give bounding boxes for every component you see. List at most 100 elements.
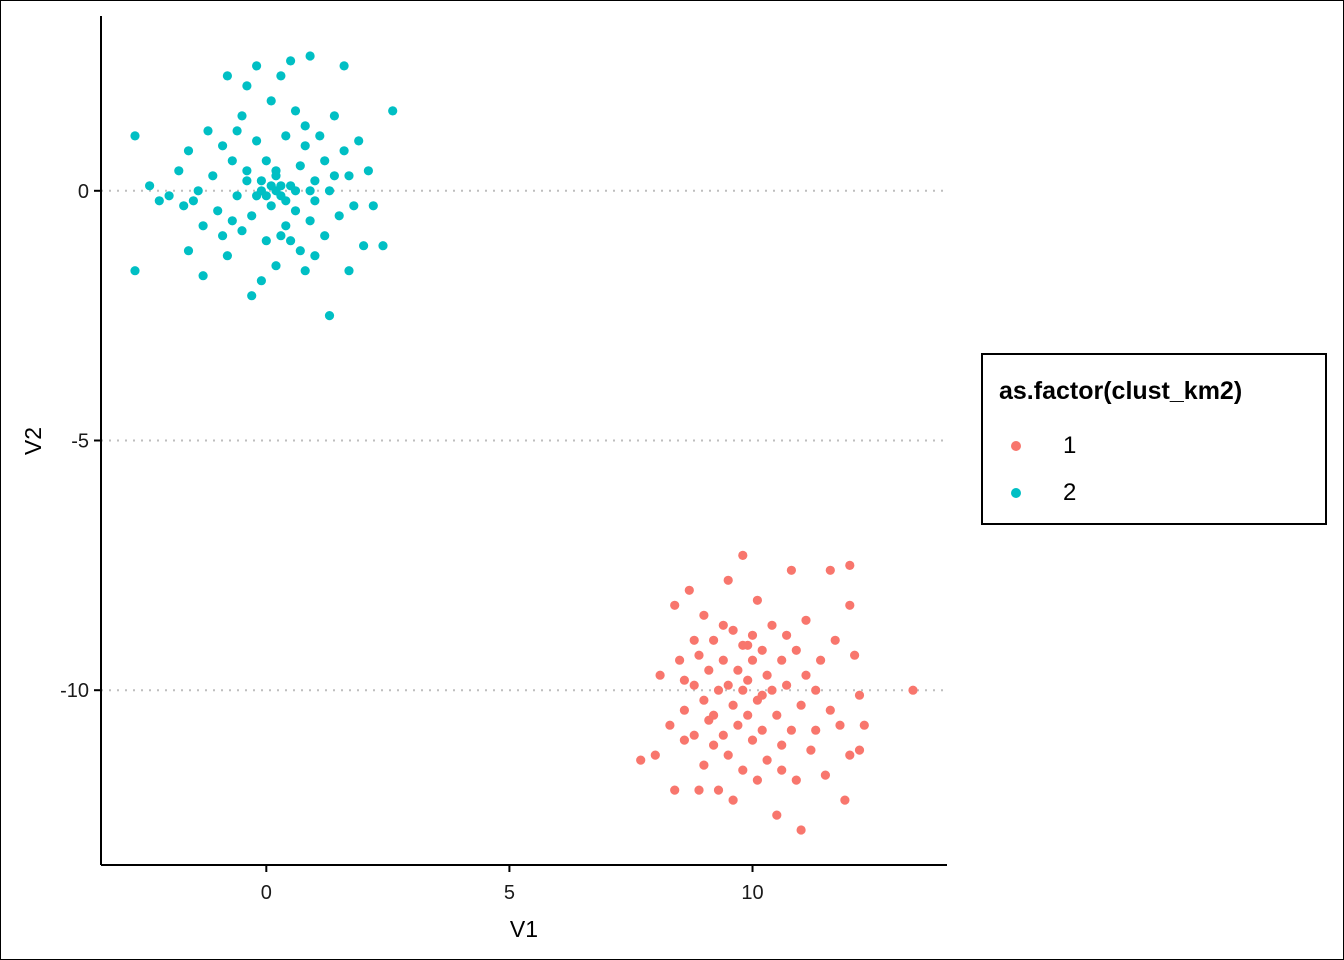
data-point-cluster-2: [295, 161, 305, 171]
data-point-cluster-2: [295, 246, 305, 256]
data-point-cluster-2: [261, 236, 271, 246]
data-point-cluster-2: [203, 126, 213, 136]
data-point-cluster-1: [723, 680, 733, 690]
data-point-cluster-2: [222, 71, 232, 81]
data-point-cluster-2: [242, 176, 252, 186]
data-point-cluster-1: [786, 725, 797, 735]
data-point-cluster-2: [324, 186, 335, 196]
data-point-cluster-2: [271, 261, 281, 271]
data-point-cluster-1: [845, 560, 855, 571]
data-point-cluster-2: [218, 141, 228, 151]
data-point-cluster-2: [320, 231, 330, 241]
data-point-cluster-1: [747, 655, 758, 665]
data-point-cluster-2: [256, 276, 266, 286]
legend-key-dot: [1011, 441, 1021, 451]
data-point-cluster-1: [782, 680, 792, 690]
data-point-cluster-1: [845, 600, 855, 610]
data-point-cluster-2: [339, 146, 349, 156]
data-point-cluster-1: [713, 785, 724, 795]
data-point-cluster-1: [752, 775, 763, 785]
data-point-cluster-1: [825, 705, 835, 715]
data-point-cluster-2: [281, 196, 291, 206]
data-point-cluster-2: [164, 191, 174, 201]
legend-label: 1: [1063, 432, 1077, 459]
data-point-cluster-1: [830, 635, 840, 645]
data-point-cluster-1: [718, 730, 728, 740]
data-point-cluster-2: [290, 206, 301, 216]
data-point-cluster-2: [174, 166, 184, 176]
data-point-cluster-2: [256, 176, 266, 186]
data-point-cluster-2: [237, 111, 247, 121]
data-point-cluster-2: [324, 311, 335, 321]
data-point-cluster-2: [252, 136, 262, 146]
data-point-cluster-1: [767, 620, 777, 630]
data-point-cluster-2: [305, 51, 315, 61]
data-point-cluster-2: [188, 196, 198, 206]
data-point-cluster-1: [743, 675, 753, 685]
data-point-cluster-2: [368, 201, 378, 211]
data-point-cluster-1: [796, 825, 806, 835]
data-point-cluster-2: [252, 191, 262, 201]
data-point-cluster-1: [733, 665, 743, 675]
data-point-cluster-1: [636, 755, 646, 765]
data-point-cluster-1: [859, 720, 869, 730]
data-point-cluster-1: [757, 645, 767, 655]
data-point-cluster-1: [825, 565, 835, 575]
data-point-cluster-1: [670, 600, 680, 610]
x-tick-label: 10: [741, 882, 763, 904]
data-point-cluster-2: [281, 131, 291, 141]
data-point-cluster-1: [718, 620, 728, 630]
data-point-cluster-2: [266, 201, 276, 211]
data-point-cluster-1: [709, 710, 719, 720]
data-point-cluster-1: [689, 635, 699, 645]
data-point-cluster-1: [777, 765, 787, 775]
data-point-cluster-1: [684, 585, 694, 595]
y-tick-label: -5: [71, 431, 89, 453]
data-point-cluster-2: [300, 121, 310, 131]
data-point-cluster-1: [650, 750, 660, 760]
data-point-cluster-2: [242, 81, 252, 91]
data-point-cluster-2: [271, 166, 281, 176]
data-point-cluster-2: [247, 291, 257, 301]
data-point-cluster-1: [811, 725, 821, 735]
data-point-cluster-2: [232, 126, 242, 136]
data-point-cluster-2: [227, 156, 237, 166]
data-point-cluster-1: [767, 685, 777, 695]
data-point-cluster-1: [840, 795, 850, 805]
data-point-cluster-1: [675, 655, 685, 665]
data-point-cluster-2: [276, 71, 286, 81]
gridlines: [101, 189, 947, 692]
data-point-cluster-1: [777, 740, 787, 750]
x-tick-label: 5: [504, 882, 515, 904]
x-axis-ticks: 0 5 10: [261, 865, 764, 904]
legend-item-2: 2: [1011, 478, 1076, 508]
data-point-cluster-2: [286, 236, 296, 246]
data-point-cluster-2: [286, 56, 296, 66]
data-points: [130, 51, 918, 835]
data-point-cluster-1: [772, 810, 782, 820]
data-point-cluster-1: [699, 760, 709, 770]
data-point-cluster-1: [747, 735, 758, 745]
data-point-cluster-1: [655, 670, 665, 680]
legend: as.factor(clust_km2) 1 2: [981, 353, 1327, 525]
data-point-cluster-2: [247, 211, 257, 221]
data-point-cluster-1: [743, 640, 753, 650]
data-point-cluster-1: [796, 700, 806, 710]
data-point-cluster-1: [679, 705, 690, 715]
data-point-cluster-2: [222, 251, 232, 261]
data-point-cluster-2: [276, 231, 286, 241]
data-point-cluster-2: [310, 251, 320, 261]
data-point-cluster-2: [183, 246, 194, 256]
legend-title: as.factor(clust_km2): [999, 377, 1243, 405]
data-point-cluster-1: [772, 710, 782, 720]
data-point-cluster-2: [213, 206, 223, 216]
data-point-cluster-2: [334, 211, 344, 221]
data-point-cluster-1: [811, 685, 821, 695]
data-point-cluster-1: [670, 785, 680, 795]
data-point-cluster-2: [227, 216, 237, 226]
data-point-cluster-1: [908, 685, 918, 695]
data-point-cluster-2: [145, 181, 155, 191]
data-point-cluster-2: [237, 226, 247, 236]
data-point-cluster-1: [854, 690, 865, 700]
